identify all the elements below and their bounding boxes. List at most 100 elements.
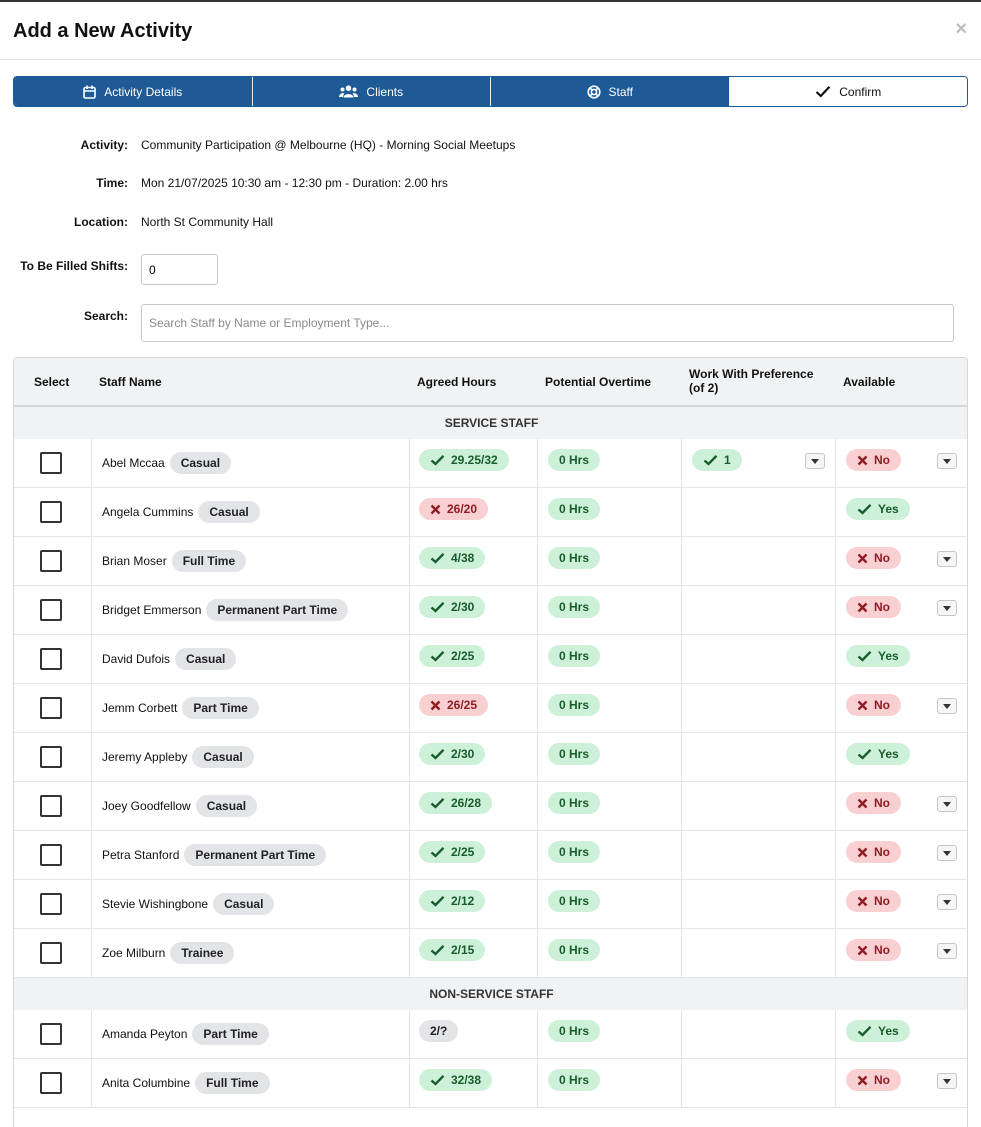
- select-checkbox[interactable]: [40, 844, 62, 866]
- staff-name-cell: Stevie Wishingbone Casual: [102, 893, 275, 915]
- available-badge-text: Yes: [878, 1024, 899, 1038]
- preference-dropdown[interactable]: [805, 453, 825, 469]
- column-divider: [681, 929, 682, 977]
- available-dropdown[interactable]: [937, 453, 957, 469]
- column-divider: [835, 1059, 836, 1107]
- select-checkbox[interactable]: [40, 501, 62, 523]
- step-activity-details[interactable]: Activity Details: [14, 77, 253, 106]
- employment-type-badge: Casual: [213, 893, 275, 915]
- select-checkbox[interactable]: [40, 599, 62, 621]
- table-row: Joey Goodfellow Casual 26/28 0 Hrs No: [14, 782, 967, 831]
- staff-name-cell: Angela Cummins Casual: [102, 501, 260, 523]
- column-divider: [537, 488, 538, 536]
- column-divider: [409, 635, 410, 683]
- column-divider: [681, 439, 682, 487]
- agreed-hours-badge: 2/15: [419, 939, 486, 961]
- available-badge: Yes: [846, 498, 910, 520]
- column-divider: [681, 831, 682, 879]
- step-clients[interactable]: Clients: [252, 77, 491, 106]
- select-checkbox[interactable]: [40, 795, 62, 817]
- table-row: David Dufois Casual 2/25 0 Hrs Yes: [14, 635, 967, 684]
- select-checkbox[interactable]: [40, 746, 62, 768]
- search-input[interactable]: [141, 304, 954, 342]
- shifts-label: To Be Filled Shifts:: [20, 259, 128, 273]
- overtime-badge: 0 Hrs: [548, 792, 601, 814]
- check-icon: [430, 552, 445, 564]
- employment-type-badge: Permanent Part Time: [206, 599, 349, 621]
- column-divider: [409, 929, 410, 977]
- column-divider: [409, 1010, 410, 1058]
- check-icon: [815, 86, 831, 98]
- available-dropdown[interactable]: [937, 698, 957, 714]
- available-badge: No: [846, 547, 901, 569]
- select-checkbox[interactable]: [40, 452, 62, 474]
- agreed-hours-badge-text: 2/30: [451, 600, 475, 614]
- available-badge: Yes: [846, 645, 910, 667]
- users-icon: [339, 85, 359, 98]
- staff-name: Jeremy Appleby: [102, 750, 188, 764]
- overtime-badge-text: 0 Hrs: [559, 698, 590, 712]
- column-divider: [91, 684, 92, 732]
- select-checkbox[interactable]: [40, 697, 62, 719]
- column-divider: [681, 733, 682, 781]
- close-button[interactable]: ×: [955, 18, 967, 40]
- available-badge: No: [846, 792, 901, 814]
- column-divider: [409, 684, 410, 732]
- employment-type-badge: Trainee: [170, 942, 235, 964]
- table-row: Amanda Peyton Part Time 2/? 0 Hrs Yes: [14, 1010, 967, 1059]
- staff-name: Brian Moser: [102, 554, 167, 568]
- select-checkbox[interactable]: [40, 1023, 62, 1045]
- select-checkbox[interactable]: [40, 550, 62, 572]
- available-dropdown[interactable]: [937, 796, 957, 812]
- available-badge-text: No: [874, 551, 890, 565]
- step-staff[interactable]: Staff: [491, 77, 730, 106]
- header-agreed-hours: Agreed Hours: [417, 375, 497, 389]
- check-icon: [857, 1025, 872, 1037]
- column-divider: [681, 488, 682, 536]
- column-divider: [835, 831, 836, 879]
- column-divider: [537, 635, 538, 683]
- x-icon: [857, 1075, 868, 1085]
- caret-down-icon: [943, 899, 951, 905]
- modal-header: Add a New Activity ×: [0, 2, 981, 60]
- staff-name: Zoe Milburn: [102, 946, 166, 960]
- shifts-input[interactable]: [141, 254, 218, 285]
- step-confirm[interactable]: Confirm: [729, 77, 967, 106]
- table-row: Angela Cummins Casual 26/20 0 Hrs Yes: [14, 488, 967, 537]
- available-dropdown[interactable]: [937, 943, 957, 959]
- overtime-badge-text: 0 Hrs: [559, 502, 590, 516]
- select-checkbox[interactable]: [40, 648, 62, 670]
- column-divider: [91, 635, 92, 683]
- step-label: Activity Details: [104, 84, 183, 99]
- employment-type-badge: Full Time: [195, 1072, 270, 1094]
- agreed-hours-badge-text: 2/12: [451, 894, 475, 908]
- available-dropdown[interactable]: [937, 894, 957, 910]
- x-icon: [857, 798, 868, 808]
- x-icon: [857, 896, 868, 906]
- available-dropdown[interactable]: [937, 1073, 957, 1089]
- column-divider: [537, 831, 538, 879]
- agreed-hours-badge-text: 2/15: [451, 943, 475, 957]
- table-row: Stevie Wishingbone Casual 2/12 0 Hrs No: [14, 880, 967, 929]
- column-divider: [91, 880, 92, 928]
- overtime-badge-text: 0 Hrs: [559, 551, 590, 565]
- x-icon: [430, 700, 441, 710]
- caret-down-icon: [943, 703, 951, 709]
- table-row: Jeremy Appleby Casual 2/30 0 Hrs Yes: [14, 733, 967, 782]
- staff-name: Stevie Wishingbone: [102, 897, 209, 911]
- employment-type-badge: Casual: [175, 648, 237, 670]
- search-label: Search:: [83, 309, 128, 323]
- available-dropdown[interactable]: [937, 845, 957, 861]
- select-checkbox[interactable]: [40, 942, 62, 964]
- available-dropdown[interactable]: [937, 551, 957, 567]
- agreed-hours-badge: 2/?: [419, 1020, 459, 1042]
- select-checkbox[interactable]: [40, 893, 62, 915]
- x-icon: [857, 700, 868, 710]
- overtime-badge: 0 Hrs: [548, 841, 601, 863]
- select-checkbox[interactable]: [40, 1072, 62, 1094]
- available-dropdown[interactable]: [937, 600, 957, 616]
- activity-label: Activity:: [80, 138, 128, 152]
- agreed-hours-badge: 26/20: [419, 498, 489, 520]
- check-icon: [430, 1074, 445, 1086]
- column-divider: [409, 733, 410, 781]
